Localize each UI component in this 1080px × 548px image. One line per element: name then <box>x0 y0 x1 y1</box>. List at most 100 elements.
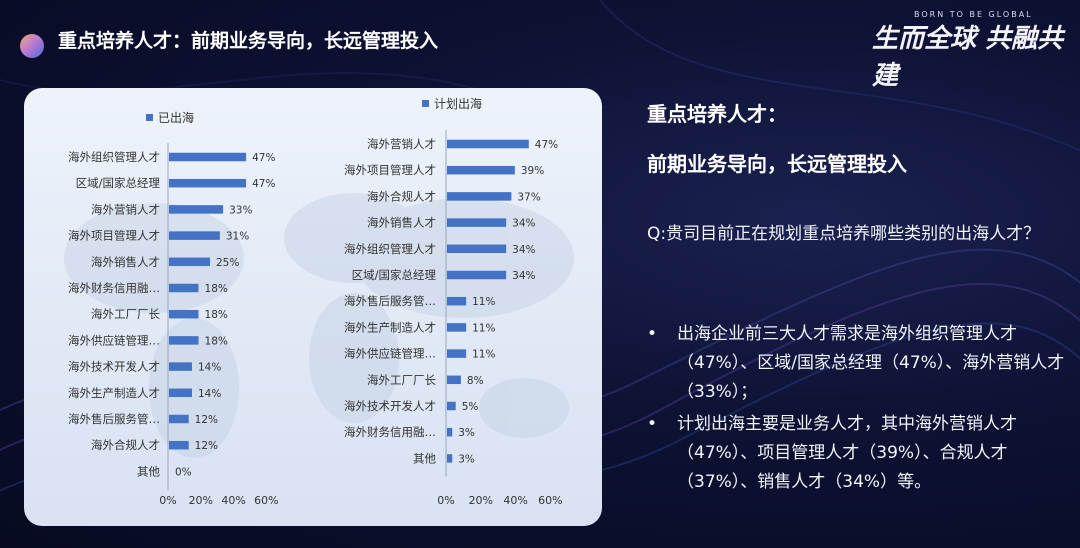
right-title-line2: 前期业务导向，长远管理投入 <box>647 152 907 176</box>
x-tick-label: 40% <box>503 494 527 507</box>
x-tick-label: 60% <box>254 494 278 507</box>
data-label: 11% <box>472 322 495 334</box>
bar <box>447 427 453 437</box>
category-label: 海外工厂厂长 <box>91 307 160 321</box>
data-label: 37% <box>517 191 540 203</box>
category-label: 海外售后服务管… <box>344 294 436 308</box>
header-logo-dot <box>20 34 44 58</box>
bar <box>169 178 247 188</box>
data-label: 18% <box>205 309 228 321</box>
bar <box>169 388 192 398</box>
category-label: 海外营销人才 <box>91 202 160 216</box>
bar <box>447 401 456 411</box>
category-label: 海外合规人才 <box>91 438 160 452</box>
brand-tagline: BORN TO BE GLOBAL <box>914 10 1033 19</box>
bar <box>169 283 199 293</box>
page-title: 重点培养人才：前期业务导向，长远管理投入 <box>58 30 439 52</box>
data-label: 11% <box>472 296 495 308</box>
data-label: 47% <box>535 139 558 151</box>
category-label: 其他 <box>413 451 436 465</box>
category-label: 海外生产制造人才 <box>68 386 160 400</box>
x-tick-label: 0% <box>159 494 176 507</box>
data-label: 31% <box>226 231 249 243</box>
data-label: 12% <box>195 414 218 426</box>
bar <box>447 165 515 175</box>
bar <box>169 152 247 162</box>
category-label: 海外技术开发人才 <box>344 399 436 413</box>
bar <box>447 192 512 201</box>
category-label: 海外组织管理人才 <box>68 150 160 164</box>
category-label: 海外合规人才 <box>367 189 436 203</box>
bullet-marker: • <box>647 414 658 434</box>
category-label: 海外项目管理人才 <box>68 229 160 243</box>
data-label: 47% <box>252 152 275 164</box>
data-label: 3% <box>458 427 475 439</box>
x-tick-label: 60% <box>538 494 562 507</box>
bar <box>169 205 224 214</box>
bar <box>169 440 189 450</box>
finding-text: 计划出海主要是业务人才，其中海外营销人才（47%）、项目管理人才（39%）、合规… <box>677 414 1017 492</box>
bar <box>447 323 467 332</box>
category-label: 其他 <box>137 464 160 478</box>
bar <box>447 218 507 227</box>
bar <box>169 257 210 267</box>
category-label: 区域/国家总经理 <box>352 268 437 282</box>
category-label: 海外财务信用融… <box>68 281 160 295</box>
bar <box>169 231 220 240</box>
findings-list: • 出海企业前三大人才需求是海外组织管理人才（47%）、区域/国家总经理（47%… <box>643 320 1073 500</box>
bar <box>169 309 199 319</box>
bar <box>447 270 507 280</box>
bar <box>447 296 467 306</box>
data-label: 18% <box>205 335 228 347</box>
category-label: 海外销售人才 <box>91 255 160 269</box>
survey-question: Q:贵司目前正在规划重点培养哪些类别的出海人才？ <box>647 224 1041 244</box>
x-tick-label: 20% <box>189 494 213 507</box>
data-label: 34% <box>512 270 535 282</box>
bullet-marker: • <box>647 324 658 344</box>
finding-item: • 计划出海主要是业务人才，其中海外营销人才（47%）、项目管理人才（39%）、… <box>643 410 1073 497</box>
category-label: 海外项目管理人才 <box>344 163 436 177</box>
category-label: 海外营销人才 <box>367 137 436 151</box>
category-label: 海外财务信用融… <box>344 425 436 439</box>
category-label: 海外供应链管理… <box>344 347 436 361</box>
bar <box>447 375 461 385</box>
bar <box>447 244 507 254</box>
category-label: 海外工厂厂长 <box>367 373 436 387</box>
data-label: 14% <box>198 362 221 374</box>
bar <box>169 336 199 345</box>
data-label: 14% <box>198 388 221 400</box>
data-label: 47% <box>252 178 275 190</box>
data-label: 34% <box>512 244 535 256</box>
category-label: 海外技术开发人才 <box>68 360 160 374</box>
data-label: 11% <box>472 349 495 361</box>
bar <box>169 362 192 371</box>
data-label: 3% <box>458 453 475 465</box>
category-label: 海外供应链管理… <box>68 333 160 347</box>
legend-label: 已出海 <box>158 110 194 125</box>
category-label: 区域/国家总经理 <box>76 176 161 190</box>
data-label: 25% <box>216 257 239 269</box>
chart-panel: 已出海 海外组织管理人才 47% 区域/国家总经理 47% 海外营销人才 33% 海外项目管理… <box>24 88 602 526</box>
category-label: 海外销售人才 <box>367 216 436 230</box>
data-label: 18% <box>205 283 228 295</box>
data-label: 39% <box>521 165 544 177</box>
legend-swatch <box>146 114 153 121</box>
legend-label: 计划出海 <box>434 96 482 111</box>
category-label: 海外生产制造人才 <box>344 320 436 334</box>
data-label: 8% <box>467 375 484 387</box>
legend-swatch <box>422 100 429 107</box>
x-tick-label: 20% <box>469 494 493 507</box>
bar <box>169 414 189 424</box>
data-label: 34% <box>512 218 535 230</box>
category-label: 海外组织管理人才 <box>344 242 436 256</box>
bar <box>447 349 467 358</box>
data-label: 0% <box>175 466 192 478</box>
x-tick-label: 40% <box>221 494 245 507</box>
bar <box>447 454 453 463</box>
finding-item: • 出海企业前三大人才需求是海外组织管理人才（47%）、区域/国家总经理（47%… <box>643 320 1073 407</box>
right-title-line1: 重点培养人才： <box>647 102 787 126</box>
finding-text: 出海企业前三大人才需求是海外组织管理人才（47%）、区域/国家总经理（47%）、… <box>677 324 1065 402</box>
bar <box>447 139 529 149</box>
data-label: 12% <box>195 440 218 452</box>
